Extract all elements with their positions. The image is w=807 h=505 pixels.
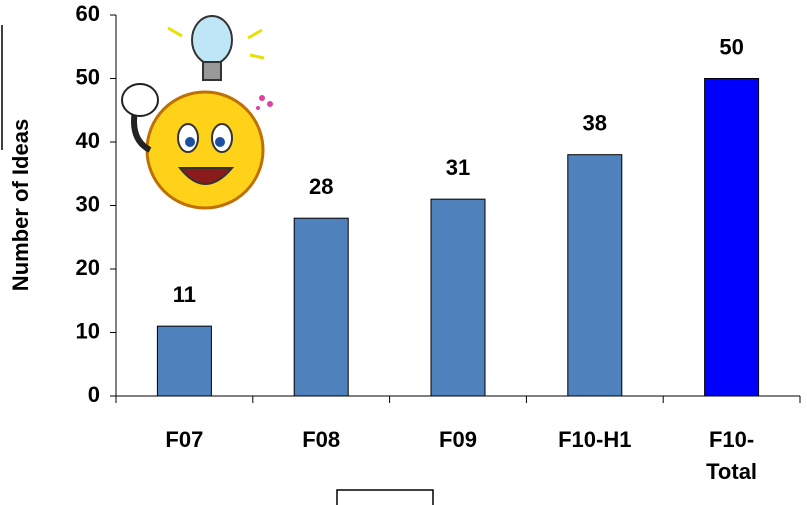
bar bbox=[430, 198, 486, 397]
clipart bbox=[121, 15, 273, 210]
x-tick-label: F10-H1 bbox=[558, 427, 632, 452]
decor-box bbox=[336, 489, 434, 505]
y-tick-label: 30 bbox=[76, 191, 100, 216]
y-tick-label: 10 bbox=[76, 318, 100, 343]
y-tick-label: 20 bbox=[76, 255, 100, 280]
value-label: 28 bbox=[309, 174, 333, 199]
value-label: 38 bbox=[583, 111, 607, 136]
bar bbox=[567, 154, 623, 397]
bar bbox=[156, 325, 212, 397]
x-tick-label: F10-Total bbox=[706, 427, 758, 484]
value-label: 50 bbox=[719, 34, 743, 59]
y-axis-title: Number of Ideas bbox=[8, 119, 33, 291]
y-tick-label: 60 bbox=[76, 1, 100, 26]
x-tick-label: F09 bbox=[439, 427, 477, 452]
x-tick-label: F07 bbox=[165, 427, 204, 452]
value-label: 11 bbox=[173, 282, 196, 307]
bar bbox=[704, 78, 760, 397]
y-tick-label: 0 bbox=[88, 382, 100, 407]
y-tick-label: 40 bbox=[76, 128, 100, 153]
x-tick-label: F08 bbox=[302, 427, 341, 452]
bar bbox=[293, 217, 349, 397]
y-tick-label: 50 bbox=[76, 64, 100, 89]
value-label: 31 bbox=[446, 155, 470, 180]
